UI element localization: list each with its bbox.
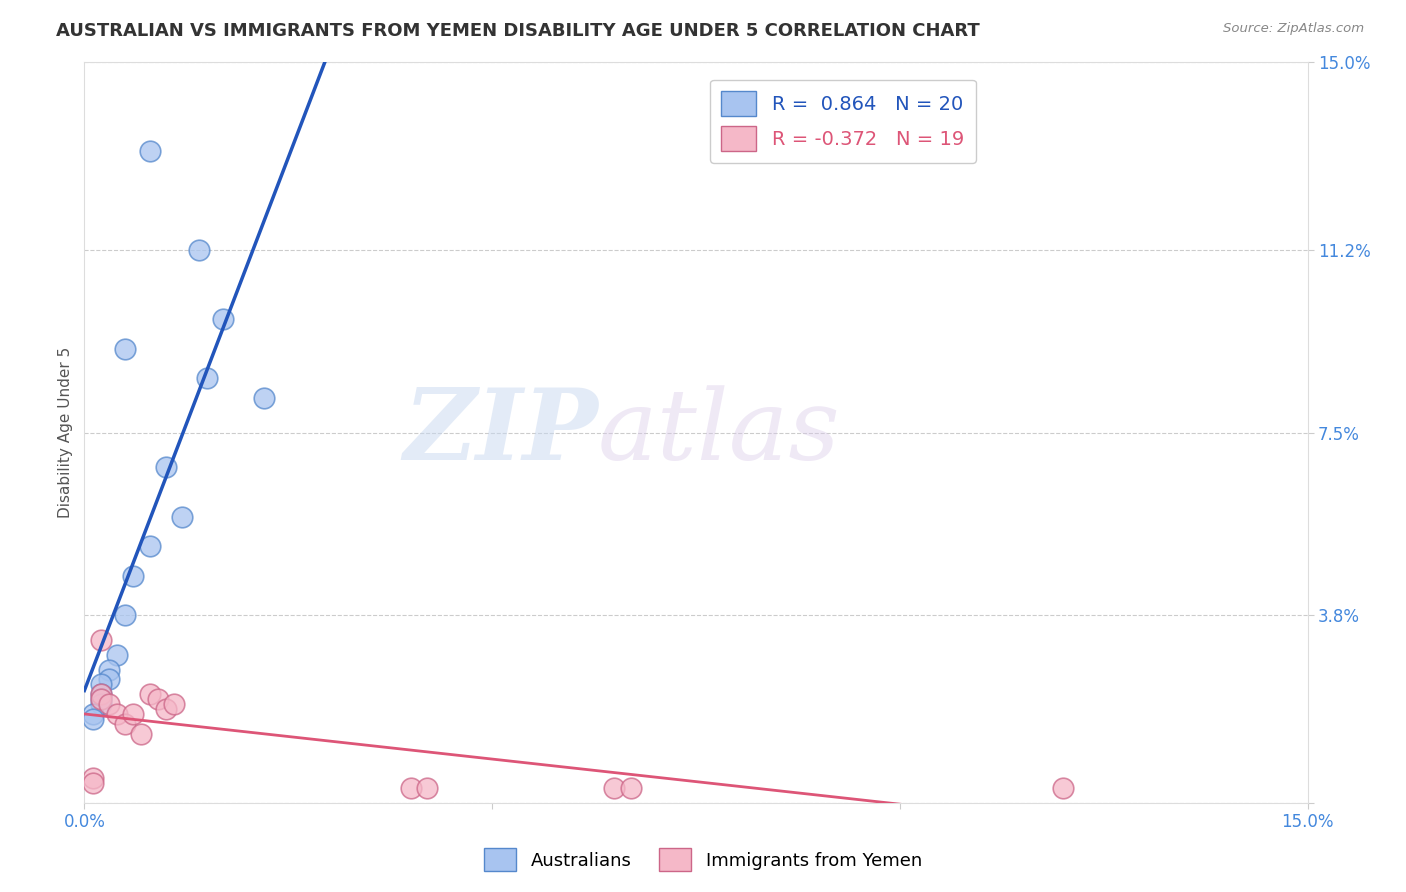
- Point: [187, 243, 209, 257]
- Point: [122, 568, 145, 582]
- Point: [195, 371, 218, 385]
- Point: [97, 673, 120, 687]
- Point: [620, 780, 643, 795]
- Text: ZIP: ZIP: [404, 384, 598, 481]
- Text: AUSTRALIAN VS IMMIGRANTS FROM YEMEN DISABILITY AGE UNDER 5 CORRELATION CHART: AUSTRALIAN VS IMMIGRANTS FROM YEMEN DISA…: [56, 22, 980, 40]
- Point: [146, 692, 169, 706]
- Point: [114, 342, 136, 356]
- Point: [90, 632, 112, 647]
- Point: [155, 702, 177, 716]
- Point: [82, 712, 104, 726]
- Point: [603, 780, 626, 795]
- Point: [138, 687, 160, 701]
- Text: atlas: atlas: [598, 385, 841, 480]
- Point: [416, 780, 439, 795]
- Point: [90, 692, 112, 706]
- Point: [212, 312, 235, 326]
- Point: [90, 687, 112, 701]
- Point: [155, 460, 177, 475]
- Point: [82, 776, 104, 790]
- Point: [399, 780, 422, 795]
- Point: [82, 706, 104, 721]
- Point: [105, 706, 128, 721]
- Point: [97, 663, 120, 677]
- Point: [82, 771, 104, 785]
- Text: Source: ZipAtlas.com: Source: ZipAtlas.com: [1223, 22, 1364, 36]
- Point: [114, 716, 136, 731]
- Point: [138, 539, 160, 553]
- Point: [253, 391, 276, 405]
- Point: [90, 677, 112, 691]
- Point: [90, 692, 112, 706]
- Point: [122, 706, 145, 721]
- Point: [131, 727, 153, 741]
- Point: [105, 648, 128, 662]
- Point: [90, 697, 112, 711]
- Point: [172, 509, 194, 524]
- Point: [97, 697, 120, 711]
- Legend: Australians, Immigrants from Yemen: Australians, Immigrants from Yemen: [477, 841, 929, 879]
- Legend: R =  0.864   N = 20, R = -0.372   N = 19: R = 0.864 N = 20, R = -0.372 N = 19: [710, 79, 976, 162]
- Point: [1052, 780, 1074, 795]
- Point: [163, 697, 186, 711]
- Point: [90, 687, 112, 701]
- Point: [138, 145, 160, 159]
- Point: [114, 608, 136, 623]
- Y-axis label: Disability Age Under 5: Disability Age Under 5: [58, 347, 73, 518]
